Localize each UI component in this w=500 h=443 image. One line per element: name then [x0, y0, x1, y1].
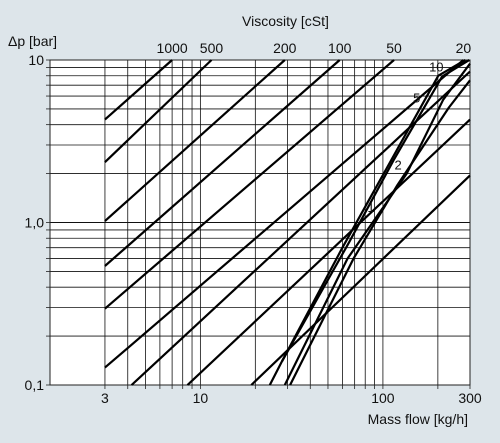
y-tick-label: 0,1 — [25, 377, 45, 393]
viscosity-labels: 1000 500 200 100 50 20 — [157, 40, 472, 56]
x-axis-label: Mass flow [kg/h] — [368, 411, 468, 427]
curve-labels: 10 5 2 1 — [367, 59, 443, 215]
viscosity-label: 500 — [200, 40, 224, 56]
viscosity-label: 200 — [273, 40, 297, 56]
viscosity-label: 1000 — [157, 40, 188, 56]
top-axis-label: Viscosity [cSt] — [242, 13, 329, 29]
grid — [46, 59, 471, 389]
y-tick-label: 10 — [28, 52, 44, 68]
series-line-13 — [289, 79, 471, 386]
tick-labels: 3 10 100 300 0,1 1,0 10 — [25, 52, 482, 406]
y-axis-label: Δp [bar] — [8, 33, 57, 49]
series-line-3 — [104, 59, 286, 222]
series-line-1 — [104, 59, 173, 121]
x-tick-label: 10 — [193, 390, 209, 406]
series-line-6 — [104, 59, 465, 369]
x-tick-label: 100 — [371, 390, 395, 406]
curve-label: 5 — [413, 91, 420, 106]
x-tick-label: 3 — [101, 390, 109, 406]
series-line-8 — [186, 118, 471, 386]
series-line-10 — [281, 59, 466, 362]
series-line-2 — [104, 59, 213, 163]
curve-label: 10 — [429, 59, 443, 74]
viscosity-label: 100 — [328, 40, 352, 56]
series-line-12 — [283, 62, 471, 386]
series-line-4 — [104, 59, 341, 267]
viscosity-label: 50 — [386, 40, 402, 56]
curve-label: 1 — [367, 200, 374, 215]
x-tick-label: 300 — [458, 390, 482, 406]
viscosity-label: 20 — [456, 40, 472, 56]
y-tick-label: 1,0 — [25, 215, 45, 231]
curves — [104, 59, 471, 386]
series-line-5 — [104, 59, 395, 310]
series-line-11 — [268, 59, 470, 386]
curve-label: 2 — [394, 157, 401, 172]
